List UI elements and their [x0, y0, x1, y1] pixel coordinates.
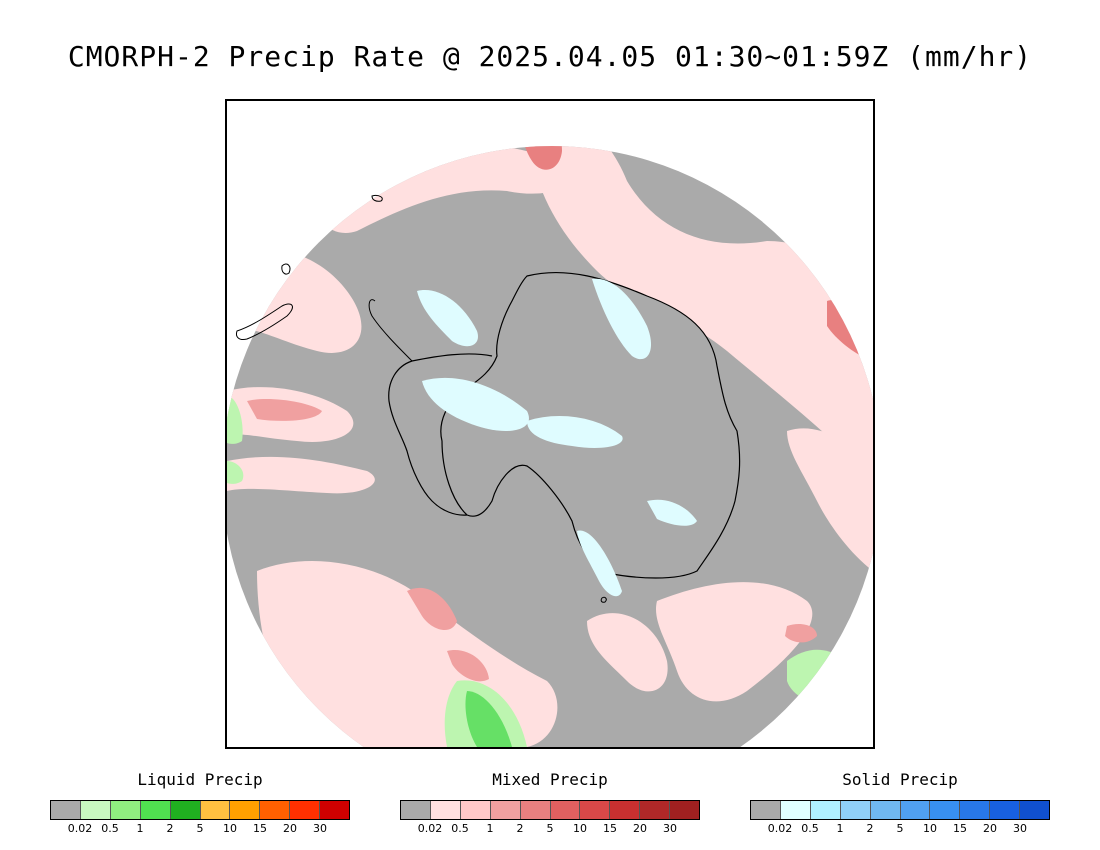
legend-tick-label: 10	[573, 822, 587, 835]
mixed-precip-region	[787, 428, 873, 571]
liquid-precip-legend: Liquid Precip 0.02 0.5 1 2 5 10 15 20 30	[50, 770, 350, 838]
legend-swatch	[140, 801, 171, 819]
legend-swatch	[290, 801, 321, 819]
mixed-precip-region	[656, 582, 813, 702]
legend-tick-label: 30	[1013, 822, 1027, 835]
legend-tick-label: 5	[896, 822, 904, 835]
legend-tick-label: 5	[546, 822, 554, 835]
legend-tick-label: 0.5	[801, 822, 819, 835]
legend-tick-label: 15	[953, 822, 967, 835]
legend-tick-label: 20	[983, 822, 997, 835]
legend-tick-label: 0.02	[67, 822, 93, 835]
legend-title: Solid Precip	[842, 770, 958, 789]
legend-tick-label: 10	[923, 822, 937, 835]
legend-swatch	[990, 801, 1021, 819]
legend-tick-label: 30	[663, 822, 677, 835]
legend-swatch	[520, 801, 551, 819]
legend-tick-label: 20	[633, 822, 647, 835]
legend-swatch	[460, 801, 491, 819]
solid-precip-region	[647, 499, 697, 526]
antarctic-peninsula	[388, 353, 493, 516]
legend-swatch	[320, 801, 350, 819]
legend-swatch	[960, 801, 991, 819]
legend-title: Mixed Precip	[492, 770, 608, 789]
legend-tick-label: 0.02	[417, 822, 443, 835]
mixed-precip-legend: Mixed Precip 0.02 0.5 1 2 5 10 15 20 30	[400, 770, 700, 838]
precip-map	[225, 99, 875, 749]
legend-tick-label: 15	[253, 822, 267, 835]
legend-swatch	[640, 801, 671, 819]
solid-precip-region	[577, 530, 622, 597]
legend-tick-label: 0.02	[767, 822, 793, 835]
chart-title: CMORPH-2 Precip Rate @ 2025.04.05 01:30~…	[67, 40, 1033, 73]
mixed-precip-core	[447, 650, 489, 682]
liquid-precip-region	[227, 396, 243, 444]
island-coastline	[281, 263, 291, 275]
legend-tick-label: 2	[516, 822, 524, 835]
legend-swatch	[870, 801, 901, 819]
legend-swatch	[260, 801, 291, 819]
legend-swatch	[401, 801, 431, 819]
legend-tick-label: 1	[136, 822, 144, 835]
liquid-precip-region	[227, 461, 244, 484]
legend-swatches	[400, 800, 700, 820]
legend-tick-label: 30	[313, 822, 327, 835]
legend-tick-label: 20	[283, 822, 297, 835]
legend-swatch	[751, 801, 781, 819]
legend-tick-label: 10	[223, 822, 237, 835]
legend-ticks: 0.02 0.5 1 2 5 10 15 20 30	[400, 822, 700, 838]
legend-ticks: 0.02 0.5 1 2 5 10 15 20 30	[750, 822, 1050, 838]
legend-swatch	[110, 801, 141, 819]
legend-swatch	[580, 801, 611, 819]
solid-precip-region	[592, 278, 652, 360]
solid-precip-legend: Solid Precip 0.02 0.5 1 2 5 10 15 20 30	[750, 770, 1050, 838]
mixed-precip-core	[785, 624, 817, 643]
legend-tick-label: 1	[486, 822, 494, 835]
legend-swatch	[490, 801, 521, 819]
island-coastline	[600, 596, 607, 603]
mixed-precip-core	[407, 587, 457, 631]
legend-swatch	[1020, 801, 1050, 819]
legend-swatch	[430, 801, 461, 819]
legend-tick-label: 0.5	[101, 822, 119, 835]
legend-title: Liquid Precip	[137, 770, 263, 789]
legend-swatch	[900, 801, 931, 819]
legend-swatches	[750, 800, 1050, 820]
legend-tick-label: 15	[603, 822, 617, 835]
mixed-precip-region	[527, 146, 873, 481]
legend-swatch	[670, 801, 700, 819]
legend-swatch	[780, 801, 811, 819]
peninsula-tip	[368, 299, 413, 362]
legend-tick-label: 2	[166, 822, 174, 835]
legend-swatch	[51, 801, 81, 819]
south-america-coastline	[236, 303, 293, 340]
mixed-precip-region	[227, 456, 375, 494]
solid-precip-region	[527, 416, 623, 448]
island-coastline	[371, 195, 383, 202]
polar-map-svg	[227, 146, 873, 747]
legend-swatch	[230, 801, 261, 819]
legend-tick-label: 2	[866, 822, 874, 835]
legend-swatch	[840, 801, 871, 819]
legend-tick-label: 1	[836, 822, 844, 835]
liquid-precip-region	[465, 691, 512, 747]
legend-swatches	[50, 800, 350, 820]
legend-ticks: 0.02 0.5 1 2 5 10 15 20 30	[50, 822, 350, 838]
legend-tick-label: 5	[196, 822, 204, 835]
legend-swatch	[200, 801, 231, 819]
mixed-precip-core	[247, 399, 322, 421]
legend-swatch	[610, 801, 641, 819]
legend-swatch	[930, 801, 961, 819]
legend-swatch	[810, 801, 841, 819]
mixed-precip-region	[587, 613, 668, 692]
legend-swatch	[80, 801, 111, 819]
solid-precip-region	[422, 377, 529, 431]
legend-tick-label: 0.5	[451, 822, 469, 835]
legend-swatch	[170, 801, 201, 819]
mixed-precip-core	[522, 146, 562, 170]
solid-precip-region	[417, 290, 478, 347]
legend-swatch	[550, 801, 581, 819]
